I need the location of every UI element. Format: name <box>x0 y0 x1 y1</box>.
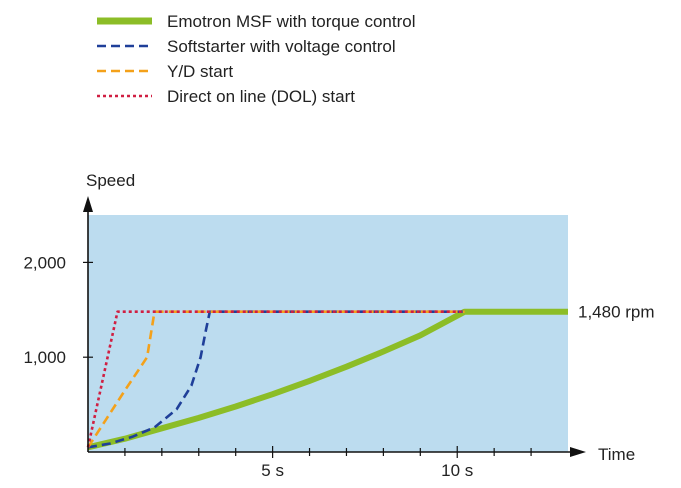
x-axis-arrowhead <box>570 447 586 457</box>
plot-background <box>88 215 568 452</box>
series-line-softstarter-with-voltage-control <box>87 310 465 449</box>
legend-label-direct-on-line-dol-start: Direct on line (DOL) start <box>167 87 355 106</box>
series-line-emotron-msf-with-torque-control <box>87 308 568 451</box>
legend-label-y-d-start: Y/D start <box>167 62 233 81</box>
x-axis-label: Time <box>598 445 635 464</box>
legend-label-emotron-msf-with-torque-control: Emotron MSF with torque control <box>167 12 415 31</box>
legend: Emotron MSF with torque control Softstart… <box>97 12 415 106</box>
x-tick-label: 10 s <box>441 461 473 480</box>
series-layer <box>86 308 568 451</box>
axes: 5 s 10 s 1,000 2,000 <box>23 196 586 480</box>
y-tick-label: 2,000 <box>23 253 66 272</box>
y-axis-arrowhead <box>83 196 93 212</box>
legend-label-softstarter-with-voltage-control: Softstarter with voltage control <box>167 37 396 56</box>
annotation-1480-rpm: 1,480 rpm <box>578 303 655 322</box>
series-line-y-d-start <box>86 310 465 449</box>
series-line-direct-on-line-dol-start <box>86 310 465 448</box>
y-tick-label: 1,000 <box>23 348 66 367</box>
y-axis-label: Speed <box>86 171 135 190</box>
x-tick-label: 5 s <box>261 461 284 480</box>
